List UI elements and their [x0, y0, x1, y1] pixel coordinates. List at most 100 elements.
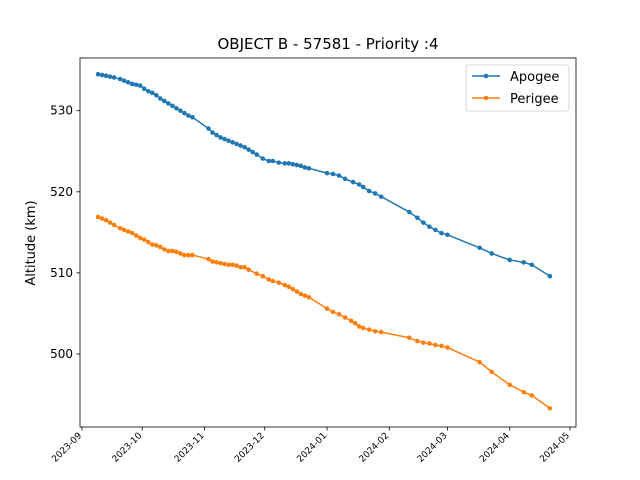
apogee-point — [182, 110, 187, 116]
perigee-point — [170, 248, 175, 254]
apogee-point — [166, 101, 171, 106]
apogee-point — [137, 83, 143, 88]
apogee-point — [158, 96, 163, 101]
apogee-point — [290, 161, 296, 167]
perigee-point — [306, 294, 312, 300]
apogee-point — [254, 152, 260, 157]
apogee-point — [162, 98, 167, 104]
apogee-point — [95, 71, 101, 77]
apogee-point — [529, 262, 535, 268]
apogee-point — [121, 78, 127, 84]
perigee-point — [298, 291, 304, 297]
perigee-point — [507, 382, 513, 388]
apogee-point — [421, 220, 426, 225]
perigee-point — [415, 338, 420, 344]
series-perigee — [95, 214, 553, 411]
apogee-point — [190, 114, 195, 120]
perigee-point — [145, 239, 151, 245]
plot-frame — [79, 57, 577, 428]
perigee-point — [154, 243, 159, 248]
legend-perigee-label: Perigee — [510, 92, 559, 107]
perigee-point — [137, 235, 143, 241]
apogee-point — [330, 171, 336, 177]
perigee-point — [206, 256, 211, 262]
perigee-point — [246, 267, 251, 272]
perigee-point — [356, 324, 362, 329]
apogee-point — [125, 80, 131, 85]
apogee-point — [230, 140, 235, 145]
perigee-point — [186, 252, 191, 258]
apogee-point — [260, 156, 266, 161]
apogee-point — [103, 73, 109, 79]
perigee-point — [166, 248, 171, 254]
apogee-point — [270, 158, 276, 164]
y-tick-label: 520 — [50, 185, 73, 199]
apogee-point — [350, 179, 356, 185]
apogee-point — [342, 176, 348, 182]
perigee-point — [282, 282, 288, 288]
perigee-point — [547, 406, 553, 411]
apogee-point — [238, 143, 243, 148]
apogee-point — [206, 126, 211, 131]
perigee-point — [214, 260, 219, 265]
perigee-point — [162, 247, 167, 252]
perigee-point — [129, 230, 135, 236]
apogee-point — [302, 165, 308, 170]
apogee-point — [298, 163, 304, 169]
apogee-point — [477, 245, 482, 251]
legend: Apogee Perigee — [465, 64, 570, 112]
apogee-point — [214, 132, 219, 138]
perigee-point — [178, 251, 183, 256]
apogee-point — [356, 182, 362, 187]
apogee-point — [117, 76, 123, 82]
apogee-point — [266, 158, 272, 164]
perigee-point — [352, 320, 358, 326]
axes: 500 510 520 530 2023-09 2023-10 2023-11 2023-12… — [50, 57, 577, 465]
perigee-point — [222, 261, 227, 267]
apogee-point — [282, 161, 288, 166]
apogee-point — [141, 86, 147, 92]
perigee-point — [149, 242, 155, 247]
perigee-point — [521, 389, 527, 395]
x-tick-label: 2023-12 — [233, 431, 267, 465]
apogee-point — [149, 90, 155, 96]
perigee-point — [141, 237, 147, 242]
apogee-point — [415, 215, 420, 221]
apogee-point — [107, 74, 113, 79]
perigee-point — [421, 340, 426, 345]
legend-perigee-marker — [483, 95, 489, 101]
perigee-point — [254, 271, 260, 277]
perigee-point — [433, 342, 438, 348]
perigee-point — [294, 289, 300, 294]
apogee-point — [218, 135, 223, 140]
perigee-point — [286, 284, 292, 290]
apogee-point — [226, 138, 231, 144]
apogee-point — [129, 81, 135, 87]
perigee-point — [190, 252, 195, 258]
chart-title: OBJECT B - 57581 - Priority :4 — [217, 35, 438, 53]
perigee-point — [95, 214, 101, 220]
apogee-point — [242, 144, 247, 150]
apogee-point — [210, 130, 215, 135]
apogee-point — [378, 194, 384, 199]
perigee-point — [210, 259, 215, 264]
perigee-point — [366, 327, 372, 332]
perigee-point — [336, 311, 342, 317]
perigee-line — [97, 216, 551, 409]
apogee-point — [547, 273, 553, 279]
perigee-point — [158, 244, 163, 250]
apogee-point — [360, 184, 366, 190]
legend-apogee-label: Apogee — [510, 70, 559, 85]
apogee-point — [286, 161, 292, 166]
perigee-point — [174, 249, 179, 255]
perigee-point — [330, 309, 336, 315]
x-tick-label: 2024-05 — [538, 431, 572, 465]
apogee-point — [276, 160, 282, 165]
perigee-point — [445, 345, 450, 350]
perigee-point — [378, 329, 384, 335]
perigee-point — [290, 286, 296, 292]
perigee-point — [182, 252, 187, 258]
series-layer — [95, 71, 553, 411]
perigee-point — [117, 226, 123, 231]
apogee-point — [246, 147, 251, 152]
